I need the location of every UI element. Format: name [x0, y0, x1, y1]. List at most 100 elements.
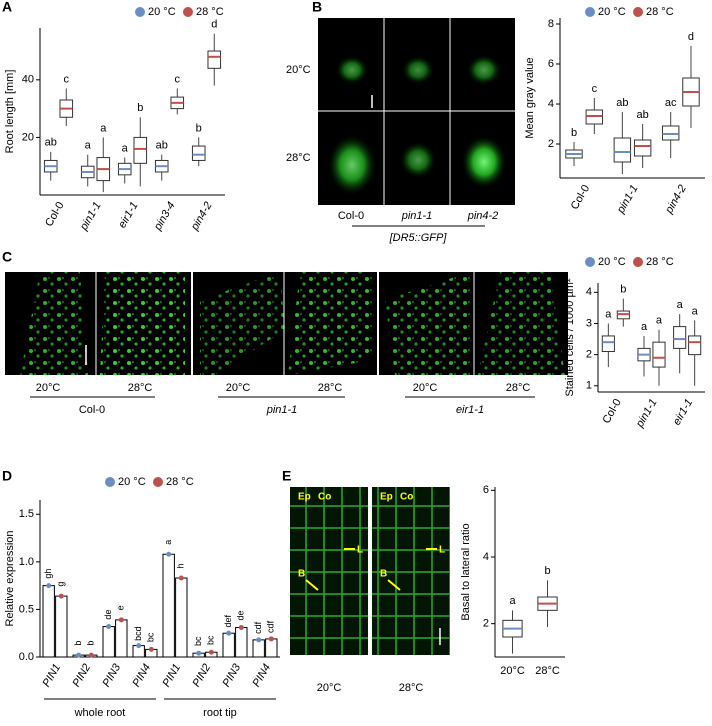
box — [613, 137, 632, 163]
bar — [265, 638, 278, 658]
y-tick-label: 3 — [586, 317, 592, 329]
bar — [222, 632, 235, 658]
significance-letter: a — [85, 140, 92, 152]
bar — [175, 577, 188, 658]
y-tick-label: 6 — [483, 484, 489, 496]
bar — [162, 553, 175, 658]
layer-label: Ep — [380, 492, 393, 503]
x-tick-label: pin4-2 — [188, 200, 214, 233]
genotype-label: eir1-1 — [456, 404, 484, 416]
x-tick-label: eir1-1 — [671, 397, 695, 427]
significance-letter: de — [236, 610, 246, 620]
genotype-label: Col-0 — [79, 404, 105, 416]
significance-letter: b — [196, 122, 202, 134]
significance-letter: b — [571, 127, 577, 139]
significance-letter: b — [73, 641, 83, 646]
temperature-label: 28°C — [506, 382, 531, 394]
temperature-label: 28°C — [399, 682, 424, 694]
x-tick-label: PIN4 — [250, 662, 273, 689]
legend-marker — [633, 257, 643, 267]
x-tick-label: pin1-1 — [633, 397, 659, 430]
x-tick-label: 28°C — [535, 665, 560, 677]
temperature-label: 28°C — [128, 382, 153, 394]
significance-letter: ab — [637, 109, 649, 121]
row-label: 28°C — [286, 152, 311, 164]
legend-marker — [585, 7, 595, 17]
x-tick-label: PIN2 — [70, 662, 93, 689]
significance-letter: gh — [43, 569, 53, 579]
x-tick-label: Col-0 — [43, 200, 67, 229]
box — [633, 139, 652, 157]
significance-letter: a — [163, 540, 173, 545]
significance-letter: de — [103, 610, 113, 620]
column-label: Col-0 — [338, 210, 364, 222]
significance-letter: c — [64, 73, 70, 85]
y-tick-label: 2 — [483, 618, 489, 630]
significance-letter: ab — [45, 137, 57, 149]
significance-letter: g — [56, 582, 66, 587]
significance-letter: a — [692, 305, 699, 317]
significance-letter: def — [223, 614, 233, 627]
x-tick-label: PIN3 — [220, 661, 243, 689]
y-tick-label: 1.5 — [19, 508, 34, 520]
significance-letter: b — [544, 565, 550, 577]
box — [688, 335, 702, 356]
bar-point — [118, 617, 124, 623]
bar-point — [46, 583, 52, 589]
y-axis-label: Basal to lateral ratio — [460, 523, 472, 620]
panel-label: C — [2, 249, 12, 265]
bar-point — [268, 636, 274, 642]
bar-point — [106, 624, 112, 630]
legend-marker — [135, 7, 145, 17]
bar — [252, 639, 265, 658]
y-tick-label: 4 — [586, 286, 592, 298]
temperature-label: 20°C — [317, 682, 342, 694]
significance-letter: cdf — [253, 621, 263, 634]
y-tick-label: 1 — [586, 380, 592, 392]
temperature-label: 20°C — [226, 382, 251, 394]
y-tick-label: 4 — [483, 551, 489, 563]
bar — [42, 585, 55, 658]
layer-label: Co — [318, 492, 331, 503]
micrograph-b: B 20°C 28°C Col-0 pin1-1 pin4-2 [DR5::GF… — [286, 0, 515, 244]
y-tick-label: 2 — [586, 349, 592, 361]
bar-point — [208, 649, 214, 655]
box — [191, 145, 206, 161]
significance-letter: d — [211, 19, 217, 31]
box — [207, 50, 222, 69]
box — [673, 326, 687, 349]
bar-point — [166, 551, 172, 557]
x-tick-label: PIN1 — [160, 662, 183, 689]
bar-point — [58, 593, 64, 599]
bar-point — [256, 637, 262, 643]
significance-letter: b — [620, 283, 626, 295]
box — [652, 341, 666, 368]
panel-label: A — [2, 0, 12, 15]
significance-letter: bc — [193, 636, 203, 646]
legend-label: 28 °C — [646, 256, 674, 268]
significance-letter: a — [122, 142, 129, 154]
significance-letter: ab — [616, 97, 628, 109]
legend-marker — [633, 7, 643, 17]
row-label: 20°C — [286, 64, 311, 76]
bar-point — [76, 652, 82, 658]
x-tick-label: PIN3 — [100, 661, 123, 689]
panel-label: E — [282, 468, 291, 484]
y-axis-label: Root length [mm] — [4, 70, 16, 154]
box — [133, 136, 148, 164]
bar — [55, 595, 68, 658]
x-tick-label: eir1-1 — [116, 200, 140, 230]
arrow-label: L — [357, 545, 363, 556]
legend-label: 28 °C — [166, 476, 194, 488]
bar-point — [88, 652, 94, 658]
y-tick-label: 4 — [548, 98, 554, 110]
x-tick-label: Col-0 — [600, 397, 624, 426]
arrow-label: B — [380, 569, 387, 580]
significance-letter: h — [176, 564, 186, 569]
temperature-label: 20°C — [413, 382, 438, 394]
x-tick-label: PIN1 — [40, 662, 63, 689]
panel-label: D — [2, 468, 12, 484]
bar-point — [226, 630, 232, 636]
significance-letter: b — [86, 641, 96, 646]
